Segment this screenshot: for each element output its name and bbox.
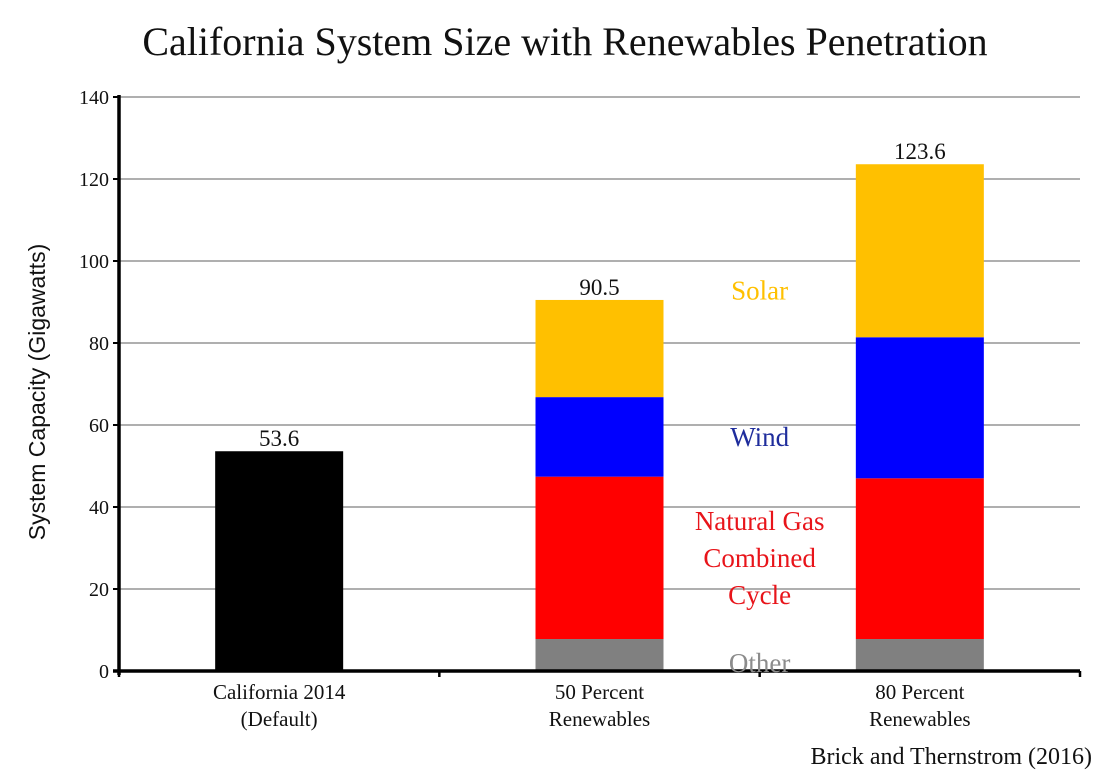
y-axis-label: System Capacity (Gigawatts) bbox=[24, 244, 50, 541]
x-category-label: Renewables bbox=[869, 707, 970, 731]
x-category-label: 80 Percent bbox=[875, 680, 964, 704]
bars bbox=[215, 164, 984, 671]
chart-title: California System Size with Renewables P… bbox=[142, 19, 988, 64]
x-category-label: 50 Percent bbox=[555, 680, 644, 704]
bar-segment-other bbox=[535, 639, 664, 671]
labels: 0 20 40 60 80 100 120 140 53.6 90.5 123.6 Californi… bbox=[79, 87, 971, 731]
bar-segment-wind bbox=[855, 337, 984, 479]
bar-segment-solar bbox=[855, 164, 984, 338]
y-tick-label: 120 bbox=[79, 169, 109, 191]
segment-label-other: Other bbox=[729, 648, 790, 678]
y-tick-label: 140 bbox=[79, 87, 109, 109]
segment-label-wind: Wind bbox=[730, 422, 789, 452]
y-tick-label: 20 bbox=[89, 579, 109, 601]
x-category-label: (Default) bbox=[241, 707, 318, 731]
bar-total-label: 53.6 bbox=[259, 426, 299, 451]
source-note: Brick and Thernstrom (2016) bbox=[810, 744, 1093, 770]
x-category-label: California 2014 bbox=[213, 680, 346, 704]
y-tick-label: 40 bbox=[89, 497, 109, 519]
bar-total-label: 123.6 bbox=[894, 139, 946, 164]
segment-label-natural-gas-combined-cycle: Combined bbox=[703, 543, 816, 573]
bar-segment-other bbox=[855, 639, 984, 671]
y-tick-label: 60 bbox=[89, 415, 109, 437]
y-tick-label: 0 bbox=[99, 661, 109, 683]
segment-label-natural-gas-combined-cycle: Cycle bbox=[728, 580, 791, 610]
y-tick-label: 100 bbox=[79, 251, 109, 273]
x-category-label: Renewables bbox=[549, 707, 650, 731]
segment-label-solar: Solar bbox=[731, 276, 788, 306]
segment-label-natural-gas-combined-cycle: Natural Gas bbox=[695, 506, 825, 536]
bar-segment-wind bbox=[535, 397, 664, 477]
bar-segment-natural-gas-combined-cycle bbox=[535, 476, 664, 640]
bar-total-label: 90.5 bbox=[579, 275, 619, 300]
axes bbox=[113, 95, 1082, 677]
y-tick-label: 80 bbox=[89, 333, 109, 355]
bar-segment-natural-gas-combined-cycle bbox=[855, 478, 984, 640]
bar-segment-solar bbox=[535, 299, 664, 398]
bar-segment-california-2014 bbox=[215, 451, 344, 671]
